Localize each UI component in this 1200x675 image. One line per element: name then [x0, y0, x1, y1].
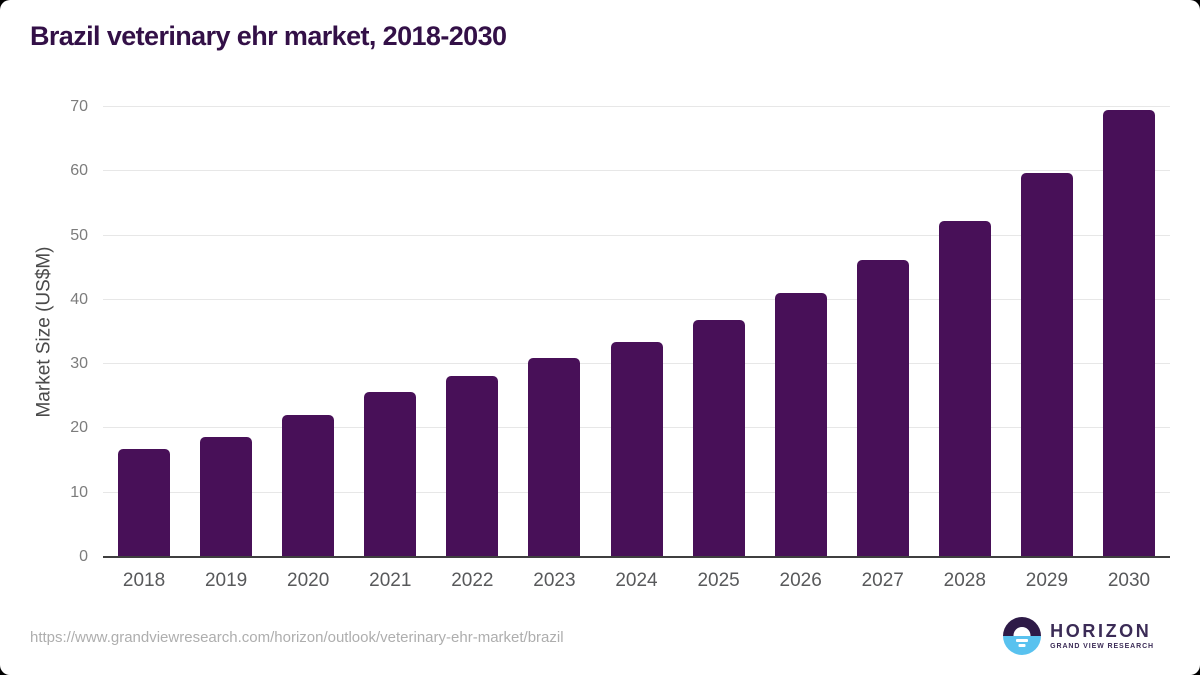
x-tick-2022: 2022: [451, 570, 494, 591]
bar-2023: [528, 357, 581, 557]
bar-2021: [364, 391, 417, 557]
x-tick-2019: 2019: [204, 570, 248, 591]
y-tick-50: 50: [70, 226, 88, 244]
sun-icon: [1013, 627, 1031, 636]
bar-slot-2029: [1006, 107, 1088, 557]
x-tick-labels: 2018 2019 2020 2021 2022 2023 2024 2025 2026 2027…: [103, 570, 1170, 592]
bar-slot-2020: [267, 107, 349, 557]
bar-2028: [938, 220, 991, 557]
horizon-logo: HORIZON GRAND VIEW RESEARCH: [1003, 617, 1154, 655]
chart-title: Brazil veterinary ehr market, 2018-2030: [30, 21, 507, 51]
water-reflection-icon: [1016, 639, 1029, 642]
gridline-60: [103, 170, 1170, 172]
x-tick-2030: 2030: [1107, 570, 1151, 591]
y-tick-10: 10: [70, 483, 88, 501]
source-url: https://www.grandviewresearch.com/horizo…: [30, 629, 564, 646]
bar-2026: [774, 293, 827, 557]
water-reflection-icon: [1018, 644, 1026, 647]
bar-slot-2018: [103, 107, 185, 557]
logo-subtitle: GRAND VIEW RESEARCH: [1050, 643, 1154, 650]
horizon-logo-icon: [1003, 617, 1042, 655]
y-tick-0: 0: [79, 548, 88, 565]
logo-text: HORIZON GRAND VIEW RESEARCH: [1050, 622, 1154, 650]
y-tick-30: 30: [70, 355, 88, 373]
bar-slot-2024: [595, 107, 677, 557]
bar-slot-2019: [185, 107, 267, 557]
logo-wordmark: HORIZON: [1050, 621, 1152, 641]
bar-slot-2028: [924, 107, 1006, 557]
bar-2030: [1102, 110, 1155, 557]
x-tick-2026: 2026: [779, 570, 822, 591]
plot-area: Market Size (US$M) 0 10 20 30 40 50 60 70 2018 2…: [34, 99, 1170, 591]
x-tick-2027: 2027: [861, 570, 904, 591]
bar-slot-2027: [842, 107, 924, 557]
x-tick-2025: 2025: [697, 570, 740, 591]
bar-2024: [610, 341, 663, 557]
bar-2018: [118, 449, 171, 557]
bar-slot-2023: [513, 107, 595, 557]
x-tick-2024: 2024: [615, 570, 658, 591]
gridline-50: [103, 234, 1170, 236]
bar-2029: [1020, 172, 1073, 557]
x-tick-2018: 2018: [122, 570, 166, 591]
bar-2025: [692, 320, 745, 557]
bar-2019: [200, 436, 253, 557]
x-tick-2028: 2028: [943, 570, 986, 591]
bar-slot-2026: [760, 107, 842, 557]
y-tick-20: 20: [70, 419, 88, 437]
x-tick-2021: 2021: [369, 570, 412, 591]
x-tick-2029: 2029: [1025, 570, 1069, 591]
x-tick-2023: 2023: [533, 570, 576, 591]
bars: [103, 107, 1170, 557]
bar-slot-2025: [678, 107, 760, 557]
x-axis-line: [103, 556, 1170, 558]
bar-2022: [446, 375, 499, 557]
gridline-70: [103, 106, 1170, 107]
y-tick-40: 40: [70, 290, 88, 308]
x-tick-2020: 2020: [287, 570, 330, 591]
bar-slot-2021: [349, 107, 431, 557]
gridline-40: [103, 298, 1170, 300]
y-tick-60: 60: [70, 162, 88, 180]
bar-slot-2030: [1088, 107, 1170, 557]
y-tick-70: 70: [70, 98, 88, 115]
bar-slot-2022: [431, 107, 513, 557]
bar-2027: [856, 260, 909, 557]
bar-2020: [282, 414, 335, 557]
